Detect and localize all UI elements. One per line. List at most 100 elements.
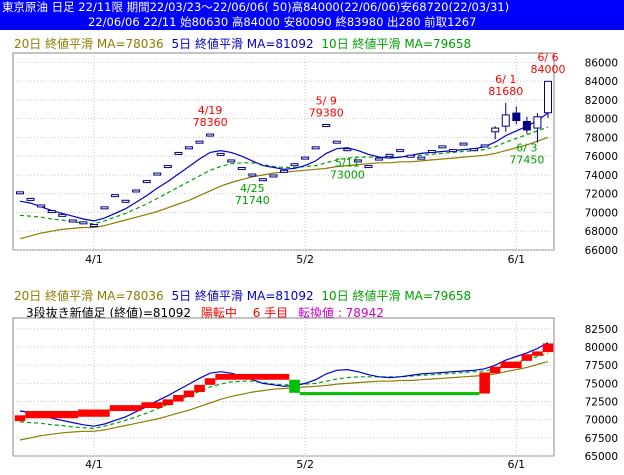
- candle-body: [269, 174, 278, 178]
- lower-y-tick: 72500: [585, 397, 618, 409]
- upper-legend: 20日 終値平滑 MA=78036 5日 終値平滑 MA=81092 10日 終…: [14, 37, 471, 51]
- upper-y-tick: 68000: [585, 226, 618, 238]
- upper-y-tick: 76000: [585, 151, 618, 163]
- upper-y-tick: 72000: [585, 189, 618, 201]
- candle-body: [121, 199, 130, 203]
- lower-y-tick: 77500: [585, 360, 618, 372]
- candle-body: [290, 163, 299, 167]
- lower-ma5-line: [19, 342, 549, 427]
- annotation-value: 73000: [330, 169, 365, 182]
- new-price-brick: [500, 361, 522, 369]
- lower-y-tick: 82500: [585, 324, 618, 336]
- upper-y-tick: 74000: [585, 170, 618, 182]
- lower-ma10-line: [19, 353, 549, 430]
- new-price-brick: [173, 394, 184, 402]
- new-price-title: 3段抜き新値足 (終値)=81092: [26, 306, 192, 320]
- candle-body: [153, 172, 162, 176]
- annotation-date: 4/19: [198, 104, 223, 117]
- candle-body: [195, 140, 204, 144]
- candle-body: [206, 133, 215, 137]
- candle-body: [311, 146, 320, 150]
- candle-body: [258, 178, 267, 182]
- candle-body: [100, 206, 109, 210]
- candle-body: [280, 169, 288, 173]
- chart-title-bar: 東京原油 日足 22/11限 期間22/03/23～22/06/06( 50)高…: [0, 0, 624, 15]
- candle-body: [174, 151, 183, 155]
- annotation-date: 6/ 6: [537, 51, 558, 64]
- candle-body: [375, 157, 384, 161]
- new-price-brick: [183, 390, 195, 398]
- new-price-brick: [25, 410, 79, 419]
- lower-legend: 20日 終値平滑 MA=78036 5日 終値平滑 MA=81092 10日 終…: [14, 289, 471, 303]
- candle-body: [522, 120, 531, 131]
- new-price-brick: [194, 384, 205, 393]
- upper-x-tick: 5/2: [296, 253, 314, 266]
- candle-body: [533, 116, 542, 129]
- candle-body: [47, 210, 56, 214]
- annotation-value: 79380: [309, 106, 344, 119]
- legend-ma5: 5日 終値平滑 MA=81092: [171, 37, 314, 51]
- lower-x-tick: 6/1: [507, 458, 525, 471]
- legend-ma10: 10日 終値平滑 MA=79658: [321, 37, 472, 51]
- upper-x-tick: 6/1: [507, 253, 525, 266]
- new-price-brick: [489, 366, 501, 374]
- candle-body: [438, 145, 447, 149]
- new-price-info: 3段抜き新値足 (終値)=81092 陽転中 6 手目 転換値 : 78942: [26, 304, 384, 321]
- new-price-brick: [289, 379, 300, 393]
- lower-y-tick: 80000: [585, 342, 618, 354]
- lower-x-tick: 5/2: [296, 458, 314, 471]
- chart-ohlc-bar: 22/06/06 22/11 始80630 高84000 安80090 終839…: [0, 15, 624, 30]
- candle-body: [322, 123, 331, 127]
- annotation-value: 81680: [488, 85, 523, 98]
- candle-body: [470, 148, 479, 152]
- upper-y-tick: 80000: [585, 114, 618, 126]
- candle-body: [111, 194, 120, 198]
- legend-ma5: 5日 終値平滑 MA=81092: [171, 289, 314, 303]
- new-price-brick: [14, 415, 26, 422]
- upper-y-tick: 82000: [585, 95, 618, 107]
- annotation-value: 71740: [235, 194, 270, 207]
- lower-y-tick: 67500: [585, 433, 618, 445]
- new-price-brick: [141, 402, 163, 409]
- lower-x-tick: 4/1: [85, 458, 103, 471]
- candle-body: [227, 159, 236, 163]
- step-count: 6 手目: [252, 306, 289, 320]
- upper-x-tick: 4/1: [85, 253, 103, 266]
- candle-body: [248, 173, 257, 177]
- new-price-brick: [542, 343, 554, 353]
- candle-body: [237, 166, 246, 170]
- candle-body: [163, 165, 172, 169]
- new-price-brick: [204, 378, 216, 385]
- candle-body: [512, 112, 521, 122]
- candle-body: [396, 149, 405, 153]
- annotation-date: 6/ 3: [516, 142, 537, 155]
- new-price-brick: [78, 409, 110, 417]
- candle-body: [37, 204, 46, 208]
- upper-y-tick: 66000: [585, 245, 618, 257]
- new-price-brick: [299, 392, 480, 396]
- new-price-brick: [162, 399, 174, 406]
- candle-body: [332, 140, 341, 144]
- lower-y-tick: 70000: [585, 415, 618, 427]
- candle-body: [343, 148, 352, 152]
- chart-ohlc-text: 22/06/06 22/11 始80630 高84000 安80090 終839…: [88, 15, 477, 29]
- candle-body: [132, 189, 141, 193]
- reversal-value: 転換値 : 78942: [298, 306, 384, 320]
- new-price-brick: [479, 372, 490, 394]
- lower-ma20-line: [19, 361, 549, 441]
- upper-y-tick: 78000: [585, 132, 618, 144]
- candle-body: [364, 165, 373, 169]
- candle-body: [427, 150, 436, 154]
- legend-ma10: 10日 終値平滑 MA=79658: [321, 289, 472, 303]
- new-price-brick: [521, 354, 533, 361]
- candle-body: [406, 154, 415, 158]
- candle-body: [16, 191, 24, 195]
- legend-ma20: 20日 終値平滑 MA=78036: [14, 37, 164, 51]
- ma5-line: [19, 112, 549, 222]
- candle-body: [544, 80, 552, 114]
- candle-body: [58, 213, 67, 217]
- candle-body: [68, 219, 77, 223]
- lower-y-tick: 65000: [585, 451, 618, 463]
- candle-body: [142, 180, 151, 184]
